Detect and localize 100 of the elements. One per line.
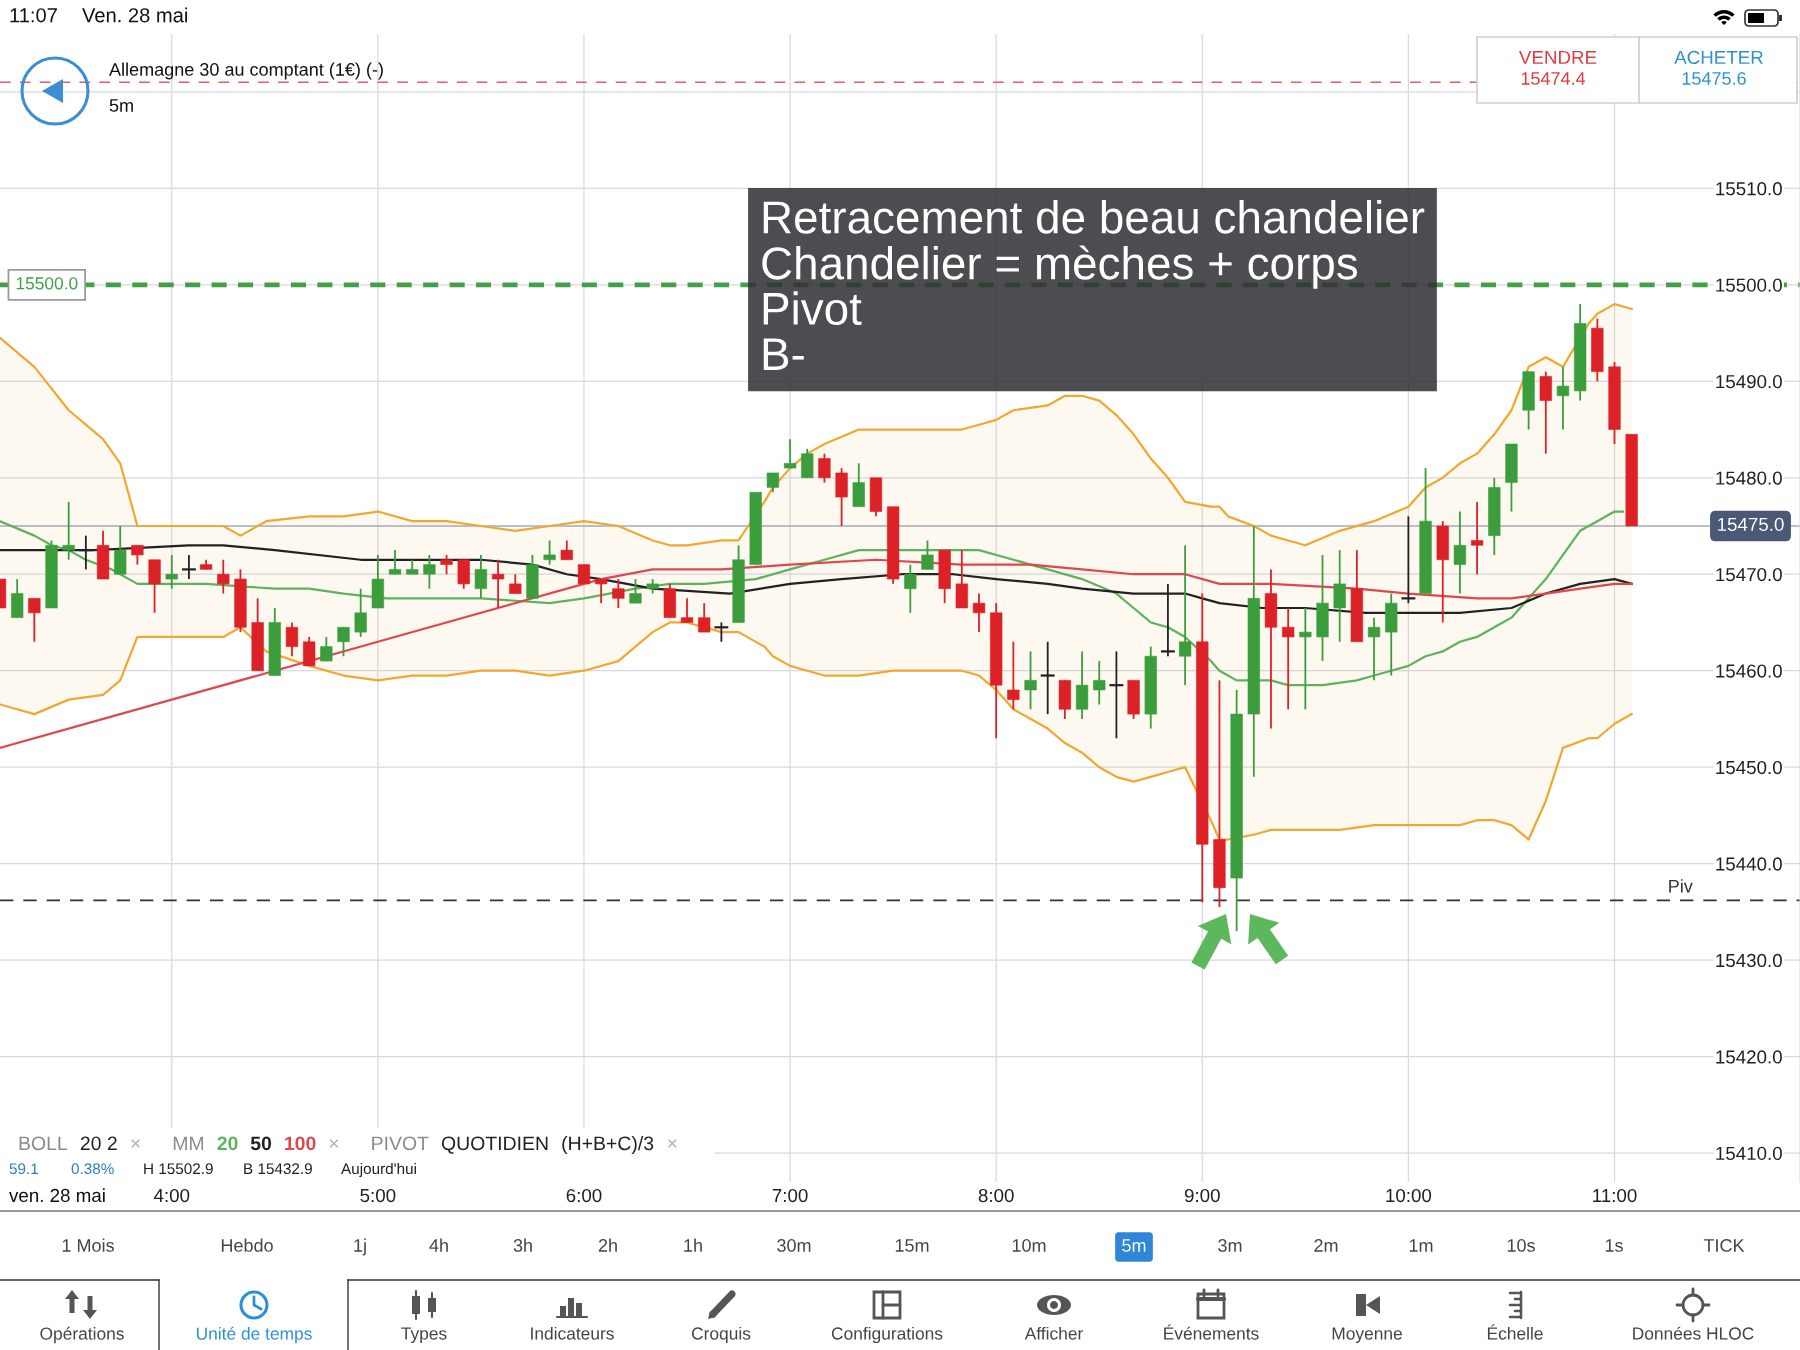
candlestick <box>904 563 917 614</box>
candlestick <box>680 597 694 624</box>
text: Indicateurs <box>531 1326 614 1340</box>
candlestick <box>1007 640 1020 711</box>
candlestick <box>766 472 780 494</box>
candlestick <box>62 500 75 561</box>
x-axis-title: ven. 28 mai <box>9 1188 105 1203</box>
candlestick <box>595 578 608 605</box>
candlestick <box>1453 510 1467 595</box>
annotation: × <box>329 1139 339 1148</box>
text: 1 Mois <box>62 1238 114 1252</box>
text: 50 <box>250 1136 272 1151</box>
candlestick <box>354 587 367 638</box>
candlestick <box>388 549 402 576</box>
text: 100 <box>285 1136 316 1151</box>
text: 2m <box>1314 1239 1338 1252</box>
candlestick <box>921 539 934 571</box>
annotation: PIVOT <box>372 1136 429 1151</box>
candlestick <box>972 592 986 634</box>
candlestick <box>181 554 196 580</box>
text: 5m <box>1122 1239 1146 1252</box>
candlestick <box>491 558 505 609</box>
candlestick <box>423 554 436 590</box>
text: 30m <box>777 1239 811 1252</box>
candlestick <box>1179 544 1192 687</box>
y-tick-label: 15490.0 <box>1716 375 1782 389</box>
y-tick-label: 15450.0 <box>1716 760 1782 775</box>
candlestick <box>1040 640 1055 716</box>
text: 2h <box>598 1238 617 1252</box>
y-tick-label: 15410.0 <box>1716 1146 1782 1161</box>
candlestick <box>1401 515 1416 605</box>
y-tick-label: 15480.0 <box>1716 471 1782 485</box>
candlestick <box>165 554 178 590</box>
text: Ven. 28 mai <box>82 7 188 23</box>
annotation: ACHETER <box>1674 50 1763 65</box>
annotation: VENDRE <box>1519 50 1597 64</box>
candlestick <box>217 558 230 595</box>
text: 11:07 <box>10 8 57 23</box>
text: Allemagne 30 au comptant (1€) (-) <box>109 62 383 80</box>
text: Unité de temps <box>196 1326 312 1344</box>
candlestick <box>1024 650 1037 711</box>
x-tick-label: 10:00 <box>1386 1188 1432 1203</box>
text: 1s <box>1605 1239 1623 1252</box>
y-tick-label: 15430.0 <box>1716 953 1782 968</box>
x-tick-label: 11:00 <box>1593 1188 1637 1203</box>
candlestick <box>131 544 144 566</box>
text: Hebdo <box>221 1238 273 1252</box>
y-tick-label: 15440.0 <box>1716 857 1782 871</box>
annotation: 15475.6 <box>1682 72 1746 85</box>
x-tick-label: 7:00 <box>772 1188 808 1203</box>
text: Types <box>401 1327 447 1344</box>
annotation: 59.1 <box>9 1163 38 1175</box>
candlestick <box>337 626 350 658</box>
x-tick-label: 5:00 <box>360 1188 396 1203</box>
candlestick <box>509 573 522 595</box>
annotation: BOLL <box>19 1136 68 1151</box>
text: 1j <box>354 1238 366 1256</box>
candlestick <box>543 539 556 566</box>
text: 15m <box>895 1239 929 1252</box>
text: Échelle <box>1487 1324 1543 1340</box>
text: 4h <box>429 1238 448 1252</box>
annotation: 0.38% <box>71 1163 114 1175</box>
candlestick <box>1282 607 1295 711</box>
text: 20 <box>217 1136 238 1151</box>
text: 1h <box>684 1238 702 1252</box>
y-tick-label: 15510.0 <box>1716 182 1782 196</box>
candlestick <box>474 554 488 600</box>
candlestick <box>1299 607 1312 711</box>
annotation: × <box>131 1139 140 1148</box>
annotation: MM <box>173 1136 204 1151</box>
x-tick-label: 9:00 <box>1184 1188 1220 1203</box>
text: Moyenne <box>1332 1327 1402 1344</box>
text: 3m <box>1218 1239 1242 1252</box>
line-series <box>0 558 1633 749</box>
candlestick <box>714 621 729 643</box>
y-tick-label: 15420.0 <box>1716 1050 1782 1064</box>
candlestick <box>577 563 591 585</box>
candlestick <box>612 578 625 609</box>
x-tick-label: 4:00 <box>153 1188 190 1203</box>
text: 1m <box>1409 1239 1433 1252</box>
text: 10s <box>1507 1239 1535 1252</box>
candlestick <box>1093 660 1106 706</box>
annotation: (H+B+C)/3 <box>562 1135 654 1155</box>
text: TICK <box>1703 1239 1745 1252</box>
ref-line-label: 15500.0 <box>16 277 78 290</box>
candlestick <box>1470 500 1484 576</box>
annotation: B 15432.9 <box>244 1163 312 1175</box>
annotation: 20 2 <box>80 1136 117 1151</box>
ref-line-label: 15475.0 <box>1718 517 1784 532</box>
line-series <box>0 510 1625 687</box>
candlestick <box>440 554 453 576</box>
x-tick-label: 8:00 <box>978 1188 1014 1203</box>
text: 5m <box>109 99 133 112</box>
text: Données HLOC <box>1633 1326 1754 1340</box>
x-tick-label: 6:00 <box>566 1188 602 1203</box>
y-tick-label: 15460.0 <box>1716 664 1782 678</box>
annotation: Aujourd'hui <box>341 1162 416 1178</box>
candlestick <box>560 539 573 561</box>
annotation: H 15502.9 <box>144 1163 213 1175</box>
candlestick <box>320 636 333 662</box>
